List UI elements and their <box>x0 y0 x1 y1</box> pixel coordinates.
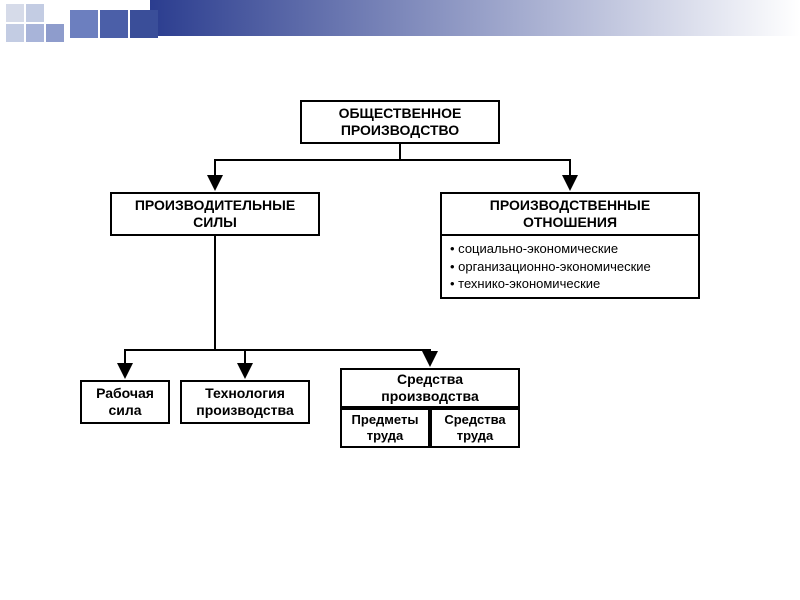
decor-square <box>6 4 24 22</box>
list-item: технико-экономические <box>450 275 690 293</box>
decor-square <box>70 10 98 38</box>
node-label: Средствапроизводства <box>381 371 478 405</box>
node-label: ПРОИЗВОДСТВЕННЫЕОТНОШЕНИЯ <box>490 197 650 231</box>
decor-square <box>26 4 44 22</box>
node-labor-force: Рабочаясила <box>80 380 170 424</box>
list-item: организационно-экономические <box>450 258 690 276</box>
node-technology: Технологияпроизводства <box>180 380 310 424</box>
node-label: Предметытруда <box>352 412 419 443</box>
node-objects-of-labor: Предметытруда <box>340 408 430 448</box>
node-productive-forces: ПРОИЗВОДИТЕЛЬНЫЕСИЛЫ <box>110 192 320 236</box>
node-label: Технологияпроизводства <box>196 385 293 419</box>
list-item: социально-экономические <box>450 240 690 258</box>
node-label: Средстватруда <box>444 412 505 443</box>
decor-square <box>6 24 24 42</box>
relations-list: социально-экономические организационно-э… <box>440 236 700 299</box>
decor-square <box>26 24 44 42</box>
decor-square <box>46 24 64 42</box>
node-means-of-labor: Средстватруда <box>430 408 520 448</box>
node-means-of-production: Средствапроизводства <box>340 368 520 408</box>
node-root: ОБЩЕСТВЕННОЕПРОИЗВОДСТВО <box>300 100 500 144</box>
decor-square <box>130 10 158 38</box>
decor-square <box>100 10 128 38</box>
header-gradient <box>150 0 800 36</box>
node-production-relations: ПРОИЗВОДСТВЕННЫЕОТНОШЕНИЯ <box>440 192 700 236</box>
node-label: Рабочаясила <box>96 385 154 419</box>
connectors <box>80 100 720 520</box>
node-label: ОБЩЕСТВЕННОЕПРОИЗВОДСТВО <box>339 105 462 139</box>
node-label: ПРОИЗВОДИТЕЛЬНЫЕСИЛЫ <box>135 197 295 231</box>
flowchart: ОБЩЕСТВЕННОЕПРОИЗВОДСТВО ПРОИЗВОДИТЕЛЬНЫ… <box>80 100 720 520</box>
